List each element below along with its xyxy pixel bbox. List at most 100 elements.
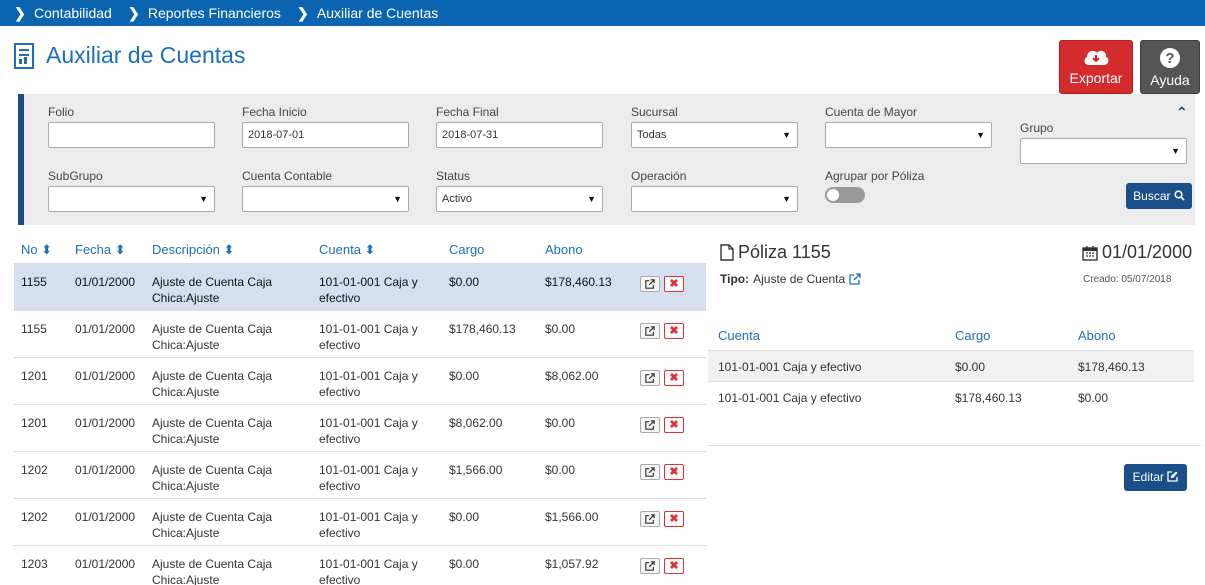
cell-cuenta: 101-01-001 Caja y efectivo xyxy=(319,510,418,540)
export-button[interactable]: Exportar xyxy=(1059,40,1133,94)
status-select[interactable]: Activo ▼ xyxy=(436,186,603,212)
page-header: Auxiliar de Cuentas xyxy=(14,42,245,69)
table-row[interactable]: 1202 01/01/2000 Ajuste de Cuenta Caja Chic… xyxy=(14,499,706,546)
folio-filter: Folio xyxy=(48,105,215,148)
cell-no: 1201 xyxy=(21,416,48,430)
detail-row: 101-01-001 Caja y efectivo $178,460.13 $… xyxy=(708,381,1194,412)
delete-button[interactable]: ✖ xyxy=(664,276,684,292)
question-icon: ? xyxy=(1160,48,1180,68)
operacion-filter: Operación ▼ xyxy=(631,169,798,212)
cell-cargo: $0.00 xyxy=(449,369,480,383)
header-no[interactable]: No ⬍ xyxy=(21,242,53,257)
open-entry-button[interactable] xyxy=(640,276,660,292)
breadcrumb: ❯ Contabilidad ❯ Reportes Financieros ❯ … xyxy=(0,0,1205,26)
table-row[interactable]: 1155 01/01/2000 Ajuste de Cuenta Caja Chic… xyxy=(14,311,706,358)
poliza-tipo: Tipo: Ajuste de Cuenta xyxy=(720,272,861,286)
cell-descripcion: Ajuste de Cuenta Caja Chica:Ajuste xyxy=(152,557,273,585)
cell-abono: $8,062.00 xyxy=(545,369,599,383)
open-entry-button[interactable] xyxy=(640,417,660,433)
open-entry-button[interactable] xyxy=(640,511,660,527)
table-row[interactable]: 1155 01/01/2000 Ajuste de Cuenta Caja Chic… xyxy=(14,264,706,311)
header-abono: Abono xyxy=(545,242,583,257)
table-row[interactable]: 1201 01/01/2000 Ajuste de Cuenta Caja Chic… xyxy=(14,405,706,452)
external-link-icon xyxy=(645,326,655,336)
detail-row: 101-01-001 Caja y efectivo $0.00 $178,46… xyxy=(708,350,1194,381)
delete-icon: ✖ xyxy=(669,419,679,431)
table-row[interactable]: 1202 01/01/2000 Ajuste de Cuenta Caja Chic… xyxy=(14,452,706,499)
cell-fecha: 01/01/2000 xyxy=(75,463,136,477)
sort-icon: ⬍ xyxy=(364,242,376,257)
cell-cuenta: 101-01-001 Caja y efectivo xyxy=(319,416,418,446)
row-actions: ✖ xyxy=(640,276,684,292)
grupo-filter: Grupo ▼ xyxy=(1020,121,1187,164)
delete-icon: ✖ xyxy=(669,560,679,572)
collapse-icon[interactable]: ⌃ xyxy=(1176,104,1188,120)
grupo-select[interactable]: ▼ xyxy=(1020,138,1187,164)
table-row[interactable]: 1203 01/01/2000 Ajuste de Cuenta Caja Chic… xyxy=(14,546,706,585)
open-entry-button[interactable] xyxy=(640,464,660,480)
toggle-knob xyxy=(827,189,839,201)
subgrupo-select[interactable]: ▼ xyxy=(48,186,215,212)
edit-label: Editar xyxy=(1132,470,1164,484)
cell-abono: $0.00 xyxy=(545,322,576,336)
cell-cargo: $1,566.00 xyxy=(449,463,503,477)
delete-icon: ✖ xyxy=(669,466,679,478)
search-icon xyxy=(1174,190,1185,201)
breadcrumb-contabilidad[interactable]: Contabilidad xyxy=(34,5,112,21)
cell-descripcion: Ajuste de Cuenta Caja Chica:Ajuste xyxy=(152,275,273,305)
help-button[interactable]: ? Ayuda xyxy=(1140,40,1200,94)
table-row[interactable]: 1201 01/01/2000 Ajuste de Cuenta Caja Chic… xyxy=(14,358,706,405)
status-filter: Status Activo ▼ xyxy=(436,169,603,212)
header-cargo: Cargo xyxy=(449,242,485,257)
sucursal-select[interactable]: Todas ▼ xyxy=(631,122,798,148)
chevron-right-icon: ❯ xyxy=(127,4,140,21)
cuenta-contable-select[interactable]: ▼ xyxy=(242,186,409,212)
delete-button[interactable]: ✖ xyxy=(664,558,684,574)
cell-descripcion: Ajuste de Cuenta Caja Chica:Ajuste xyxy=(152,369,273,399)
folio-input[interactable] xyxy=(48,122,215,148)
delete-icon: ✖ xyxy=(669,325,679,337)
entries-table: No ⬍ Fecha ⬍ Descripción ⬍ Cuenta ⬍ Carg… xyxy=(14,236,706,585)
row-actions: ✖ xyxy=(640,417,684,433)
open-entry-button[interactable] xyxy=(640,558,660,574)
delete-icon: ✖ xyxy=(669,513,679,525)
external-link-icon xyxy=(645,514,655,524)
cuenta-contable-filter: Cuenta Contable ▼ xyxy=(242,169,409,212)
delete-button[interactable]: ✖ xyxy=(664,417,684,433)
fecha-inicio-label: Fecha Inicio xyxy=(242,105,307,119)
sort-icon: ⬍ xyxy=(114,242,126,257)
cell-no: 1202 xyxy=(21,463,48,477)
open-entry-button[interactable] xyxy=(640,323,660,339)
caret-down-icon: ▼ xyxy=(1171,146,1180,156)
cell-fecha: 01/01/2000 xyxy=(75,369,136,383)
open-entry-button[interactable] xyxy=(640,370,660,386)
fecha-final-label: Fecha Final xyxy=(436,105,499,119)
fecha-final-input[interactable]: 2018-07-31 xyxy=(436,122,603,148)
header-cuenta[interactable]: Cuenta ⬍ xyxy=(319,242,376,257)
help-label: Ayuda xyxy=(1150,72,1190,88)
row-actions: ✖ xyxy=(640,558,684,574)
delete-button[interactable]: ✖ xyxy=(664,464,684,480)
external-link-icon xyxy=(645,561,655,571)
tipo-value[interactable]: Ajuste de Cuenta xyxy=(753,272,846,286)
breadcrumb-auxiliar[interactable]: Auxiliar de Cuentas xyxy=(316,5,439,21)
delete-button[interactable]: ✖ xyxy=(664,370,684,386)
edit-button[interactable]: Editar xyxy=(1124,464,1187,491)
external-link-icon[interactable] xyxy=(849,273,861,285)
operacion-select[interactable]: ▼ xyxy=(631,186,798,212)
cuenta-mayor-select[interactable]: ▼ xyxy=(825,122,992,148)
search-button[interactable]: Buscar xyxy=(1126,183,1192,209)
delete-icon: ✖ xyxy=(669,372,679,384)
delete-button[interactable]: ✖ xyxy=(664,511,684,527)
cloud-download-icon xyxy=(1084,50,1109,65)
cuenta-mayor-label: Cuenta de Mayor xyxy=(825,105,918,119)
fecha-inicio-input[interactable]: 2018-07-01 xyxy=(242,122,409,148)
delete-button[interactable]: ✖ xyxy=(664,323,684,339)
header-descripcion[interactable]: Descripción ⬍ xyxy=(152,242,235,257)
breadcrumb-reportes[interactable]: Reportes Financieros xyxy=(147,5,281,21)
status-label: Status xyxy=(436,169,471,183)
agrupar-toggle[interactable] xyxy=(825,187,865,203)
row-actions: ✖ xyxy=(640,370,684,386)
cell-abono: $178,460.13 xyxy=(545,275,612,289)
header-fecha[interactable]: Fecha ⬍ xyxy=(75,242,126,257)
